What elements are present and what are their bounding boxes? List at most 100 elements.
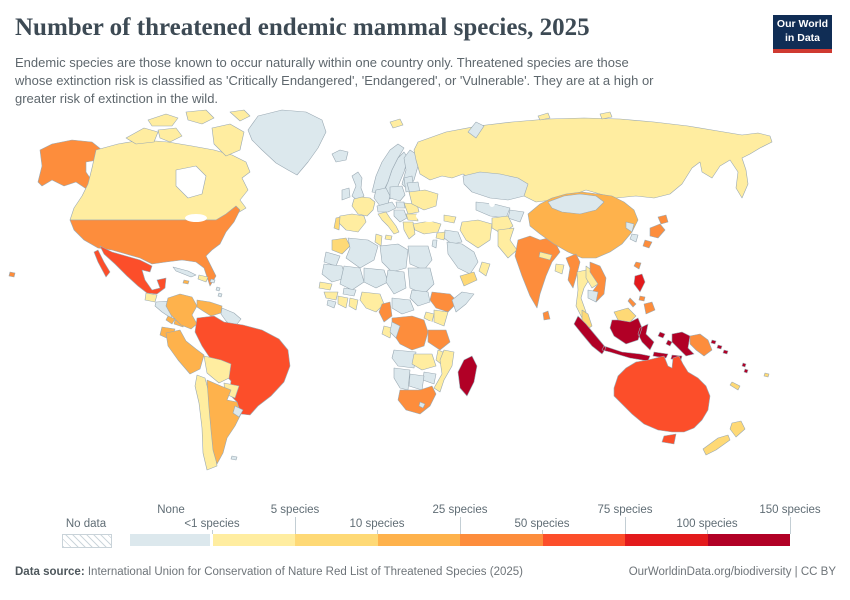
- country-japan[interactable]: [642, 214, 669, 249]
- country-falkland-islands[interactable]: [230, 455, 238, 461]
- country-siberian-islands[interactable]: [537, 111, 613, 121]
- country-bangladesh[interactable]: [554, 263, 565, 275]
- country-hawaii[interactable]: [8, 271, 16, 278]
- legend-swatch-10[interactable]: [377, 534, 460, 546]
- country-new-caledonia[interactable]: [729, 381, 741, 391]
- country-solomon-islands[interactable]: [710, 339, 729, 355]
- country-saudi-arabia[interactable]: [446, 241, 479, 275]
- country-mali[interactable]: [339, 265, 365, 291]
- country-yemen[interactable]: [459, 271, 478, 287]
- country-burkina-faso[interactable]: [342, 287, 357, 297]
- country-france[interactable]: [351, 196, 376, 217]
- country-hungary[interactable]: [395, 201, 406, 209]
- country-uruguay[interactable]: [232, 405, 244, 418]
- country-kazakhstan[interactable]: [462, 171, 529, 201]
- country-lesser-antilles[interactable]: [209, 278, 223, 298]
- country-portugal[interactable]: [333, 216, 341, 231]
- legend-swatch-25[interactable]: [460, 534, 543, 546]
- country-chad[interactable]: [385, 269, 407, 295]
- country-costa-rica[interactable]: [165, 315, 176, 325]
- legend-swatch-100[interactable]: [707, 534, 790, 546]
- country-myanmar[interactable]: [565, 253, 581, 289]
- country-malaysian-borneo[interactable]: [613, 307, 637, 323]
- legend-no-data-swatch[interactable]: [62, 534, 112, 548]
- country-spain[interactable]: [337, 213, 367, 233]
- country-gabon[interactable]: [381, 325, 393, 339]
- country-mauritania[interactable]: [321, 263, 347, 283]
- country-hispaniola[interactable]: [197, 274, 209, 283]
- country-sudan[interactable]: [407, 267, 435, 295]
- country-cameroon[interactable]: [378, 301, 393, 323]
- country-namibia[interactable]: [393, 367, 411, 391]
- country-sierra-leone-liberia[interactable]: [326, 299, 337, 309]
- country-somalia[interactable]: [451, 291, 475, 313]
- country-ivory-coast[interactable]: [337, 295, 349, 309]
- country-greece[interactable]: [402, 221, 416, 240]
- country-oman[interactable]: [478, 261, 491, 277]
- country-vanuatu[interactable]: [741, 362, 749, 374]
- country-guinea[interactable]: [323, 291, 339, 301]
- country-senegal[interactable]: [318, 281, 333, 291]
- country-south-korea[interactable]: [629, 233, 639, 243]
- country-novaya-zemlya[interactable]: [467, 121, 485, 139]
- legend-swatch-75[interactable]: [625, 534, 708, 546]
- country-algeria[interactable]: [345, 237, 379, 269]
- country-alaska[interactable]: [37, 139, 103, 191]
- country-nigeria[interactable]: [359, 291, 385, 313]
- country-colombia[interactable]: [165, 293, 198, 330]
- country-zambia[interactable]: [411, 353, 437, 371]
- country-papua-new-guinea[interactable]: [689, 333, 713, 357]
- country-caucasus[interactable]: [443, 214, 457, 224]
- country-levant[interactable]: [431, 239, 438, 249]
- country-south-sudan[interactable]: [409, 289, 431, 307]
- country-balkans[interactable]: [393, 209, 408, 223]
- country-argentina[interactable]: [206, 379, 242, 465]
- country-ireland[interactable]: [341, 187, 351, 201]
- country-syria[interactable]: [435, 231, 446, 241]
- country-cambodia[interactable]: [587, 289, 599, 303]
- country-mozambique[interactable]: [433, 349, 455, 393]
- country-guatemala[interactable]: [144, 292, 158, 303]
- country-poland[interactable]: [389, 185, 406, 202]
- country-morocco[interactable]: [331, 237, 351, 255]
- country-jamaica[interactable]: [182, 279, 190, 285]
- country-lesotho[interactable]: [418, 401, 426, 409]
- country-iran[interactable]: [459, 219, 493, 249]
- country-svalbard[interactable]: [389, 118, 404, 129]
- country-philippines-luzon[interactable]: [633, 273, 646, 293]
- legend-swatch-5[interactable]: [295, 534, 378, 546]
- owid-logo[interactable]: Our World in Data: [773, 15, 832, 54]
- country-tunisia[interactable]: [374, 233, 383, 247]
- legend-swatch-lt1[interactable]: [212, 534, 295, 546]
- country-central-europe[interactable]: [376, 201, 397, 213]
- country-peru[interactable]: [165, 329, 205, 375]
- country-pakistan[interactable]: [497, 227, 518, 259]
- country-niger[interactable]: [363, 267, 389, 289]
- country-canada-arctic-islands[interactable]: [125, 109, 251, 157]
- country-indonesia[interactable]: [573, 315, 695, 362]
- country-india[interactable]: [514, 235, 561, 309]
- country-kenya[interactable]: [433, 309, 449, 327]
- country-uganda[interactable]: [423, 311, 435, 323]
- country-canada[interactable]: [69, 139, 251, 221]
- country-western-sahara[interactable]: [323, 251, 341, 267]
- country-australia[interactable]: [613, 355, 711, 445]
- country-united-kingdom[interactable]: [351, 171, 365, 202]
- footer-link[interactable]: OurWorldinData.org/biodiversity | CC BY: [628, 566, 836, 578]
- country-ukraine[interactable]: [408, 189, 439, 211]
- country-north-korea[interactable]: [625, 221, 635, 233]
- country-russia[interactable]: [413, 117, 773, 203]
- country-south-africa[interactable]: [397, 385, 437, 415]
- country-philippines-mindanao[interactable]: [627, 295, 656, 315]
- country-italy[interactable]: [377, 211, 400, 241]
- country-bolivia[interactable]: [203, 355, 232, 384]
- legend-swatch-none[interactable]: [130, 534, 210, 546]
- country-central-african-republic[interactable]: [391, 297, 415, 315]
- country-venezuela[interactable]: [196, 299, 223, 317]
- country-egypt[interactable]: [407, 245, 433, 271]
- country-angola[interactable]: [391, 349, 417, 369]
- country-united-states[interactable]: [69, 205, 241, 287]
- country-madagascar[interactable]: [457, 355, 478, 397]
- country-mexico[interactable]: [93, 245, 167, 295]
- country-taiwan[interactable]: [633, 261, 642, 270]
